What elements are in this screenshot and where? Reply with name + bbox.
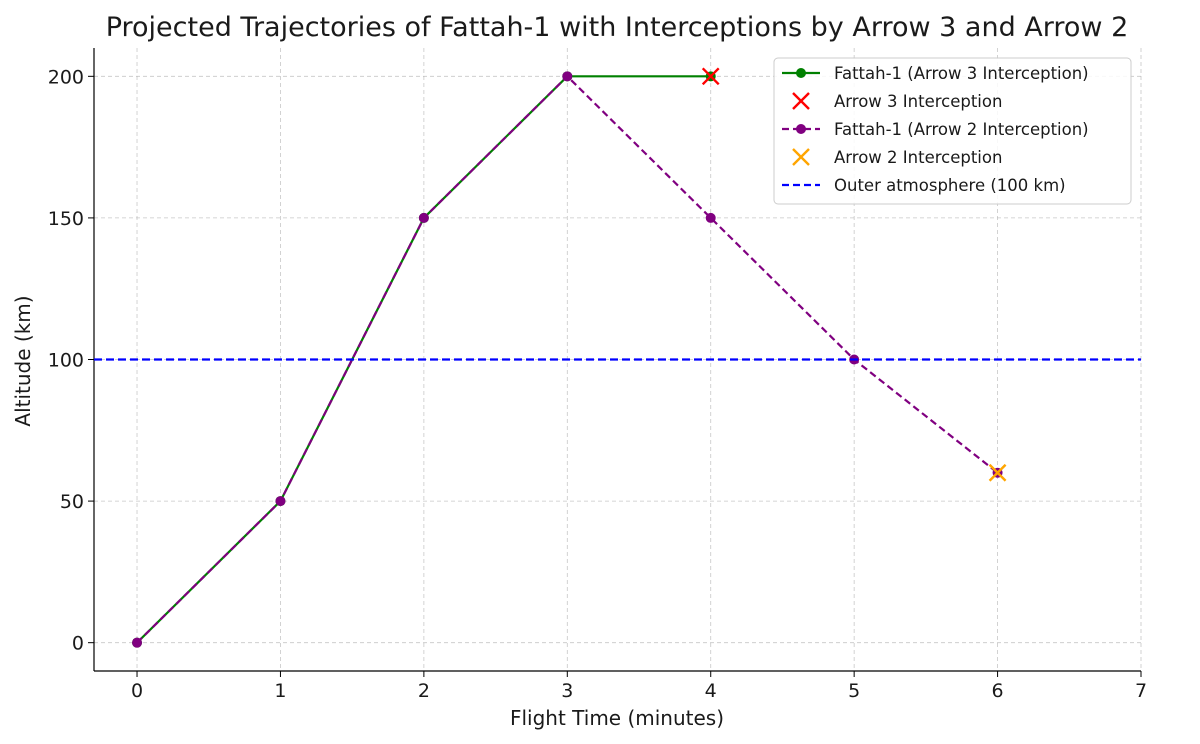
legend: Fattah-1 (Arrow 3 Interception) Arrow 3 I… [773, 57, 1132, 205]
x-tick-label: 4 [705, 680, 717, 702]
legend-label: Outer atmosphere (100 km) [834, 176, 1066, 195]
y-tick-label: 150 [48, 208, 84, 230]
x-tick-label: 7 [1135, 680, 1147, 702]
y-axis-label: Altitude (km) [11, 295, 35, 426]
y-tick-label: 200 [48, 66, 84, 88]
legend-frame [773, 57, 1132, 205]
legend-label: Arrow 2 Interception [834, 148, 1002, 167]
legend-label: Arrow 3 Interception [834, 92, 1002, 111]
y-tick-label: 0 [72, 633, 84, 655]
legend-marker [796, 124, 806, 134]
x-tick-label: 6 [992, 680, 1004, 702]
x-tick-label: 3 [561, 680, 573, 702]
series-2-point [132, 637, 143, 648]
legend-label: Fattah-1 (Arrow 3 Interception) [834, 64, 1089, 83]
legend-x-marker [792, 148, 810, 166]
x-tick-label: 5 [848, 680, 860, 702]
series-2-point [418, 212, 429, 223]
series-3-x-marker [988, 463, 1007, 482]
x-tick-label: 1 [274, 680, 286, 702]
legend-x-marker-stroke-b [792, 92, 810, 110]
legend-x-marker-stroke-b [792, 148, 810, 166]
series-1-x-marker [701, 67, 720, 86]
series-2-point [562, 71, 573, 82]
chart-title: Projected Trajectories of Fattah-1 with … [106, 12, 1129, 43]
legend-label: Fattah-1 (Arrow 2 Interception) [834, 120, 1089, 139]
y-tick-label: 100 [48, 350, 84, 372]
series-1-x-marker-stroke-b [701, 67, 720, 86]
series-3-x-marker-stroke-b [988, 463, 1007, 482]
series-2-point [705, 212, 716, 223]
series-2-point [275, 496, 286, 507]
x-tick-label: 2 [418, 680, 430, 702]
plot-area: 0 1 2 3 4 5 6 7 0 50 100 150 200 Fattah-1 (Arrow 3 In… [48, 48, 1147, 702]
y-tick-label: 50 [60, 491, 84, 513]
x-tick-label: 0 [131, 680, 143, 702]
legend-marker [796, 68, 806, 78]
legend-x-marker [792, 92, 810, 110]
x-axis-label: Flight Time (minutes) [510, 706, 724, 730]
